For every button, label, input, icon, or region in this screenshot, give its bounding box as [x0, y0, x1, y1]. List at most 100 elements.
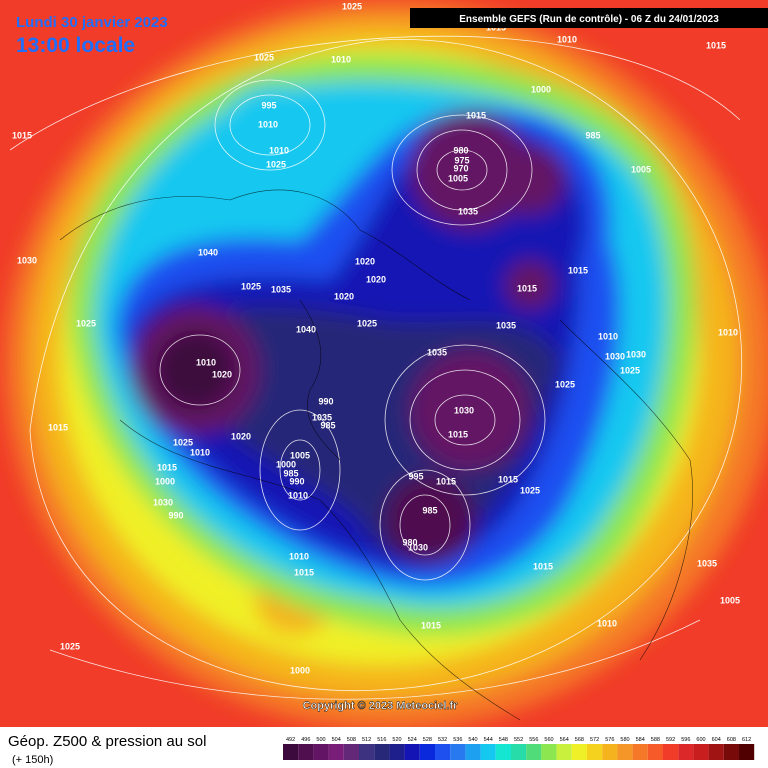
pressure-labels: 1025 1015 1010 1015 1025 1010 1000 995 1010 1015 1… — [12, 1, 740, 675]
pressure-label: 1025 — [620, 365, 640, 375]
legend-label: 496 — [301, 737, 310, 743]
pressure-label: 1015 — [436, 476, 456, 486]
legend-label: 540 — [468, 737, 477, 743]
pressure-label: 1000 — [276, 459, 296, 469]
local-time: 13:00 locale — [16, 34, 135, 57]
pressure-label: 1015 — [294, 567, 314, 577]
pressure-label: 1025 — [254, 52, 274, 62]
pressure-label: 1020 — [355, 256, 375, 266]
pressure-label: 1010 — [258, 119, 278, 129]
pressure-label: 1025 — [555, 379, 575, 389]
height-field — [5, 0, 768, 730]
legend-label: 568 — [575, 737, 584, 743]
legend-label: 492 — [286, 737, 295, 743]
pressure-label: 1025 — [266, 159, 286, 169]
legend-label: 548 — [499, 737, 508, 743]
pressure-label: 1025 — [520, 485, 540, 495]
legend-swatch — [571, 744, 587, 760]
pressure-label: 1030 — [153, 497, 173, 507]
pressure-label: 1015 — [706, 40, 726, 50]
pressure-label: 985 — [585, 130, 600, 140]
pressure-label: 1030 — [626, 349, 646, 359]
legend-swatch — [587, 744, 603, 760]
pressure-label: 985 — [320, 420, 335, 430]
pressure-label: 1010 — [597, 618, 617, 628]
legend-label: 596 — [681, 737, 690, 743]
pressure-label: 1000 — [531, 84, 551, 94]
date: Lundi 30 janvier 2023 — [16, 14, 168, 31]
pressure-label: 1020 — [366, 274, 386, 284]
pressure-label: 1015 — [466, 110, 486, 120]
pressure-label: 990 — [318, 396, 333, 406]
legend-label: 504 — [332, 737, 341, 743]
legend-label: 580 — [620, 737, 629, 743]
pressure-label: 985 — [422, 505, 437, 515]
pressure-label: 995 — [261, 100, 276, 110]
pressure-label: 1010 — [190, 447, 210, 457]
pressure-label: 1005 — [448, 173, 468, 183]
pressure-label: 1010 — [718, 327, 738, 337]
pressure-label: 1040 — [296, 324, 316, 334]
legend-label: 592 — [666, 737, 675, 743]
legend-label: 600 — [696, 737, 705, 743]
legend-label: 612 — [742, 737, 751, 743]
legend-label: 536 — [453, 737, 462, 743]
legend-swatch — [647, 744, 663, 760]
pressure-label: 1010 — [598, 331, 618, 341]
legend-swatch — [541, 744, 557, 760]
isobars — [9, 35, 742, 700]
legend-swatch — [389, 744, 405, 760]
product-title: Géop. Z500 & pression au sol — [8, 733, 206, 750]
legend-label: 500 — [316, 737, 325, 743]
pressure-label: 1035 — [271, 284, 291, 294]
legend-swatch — [435, 744, 451, 760]
legend-label: 584 — [636, 737, 645, 743]
legend-swatch — [556, 744, 572, 760]
pressure-label: 1020 — [231, 431, 251, 441]
pressure-label: 1010 — [331, 54, 351, 64]
pressure-label: 1030 — [454, 405, 474, 415]
pressure-label: 1030 — [17, 255, 37, 265]
pressure-label: 1015 — [568, 265, 588, 275]
legend-swatch — [374, 744, 390, 760]
legend-swatch — [328, 744, 344, 760]
legend-swatch — [298, 744, 314, 760]
pressure-label: 1035 — [697, 558, 717, 568]
legend-label: 516 — [377, 737, 386, 743]
legend-swatch — [632, 744, 648, 760]
pressure-label: 1025 — [76, 318, 96, 328]
legend-swatch — [419, 744, 435, 760]
pressure-label: 1030 — [605, 351, 625, 361]
pressure-label: 1020 — [334, 291, 354, 301]
pressure-label: 1015 — [157, 462, 177, 472]
pressure-label: 1025 — [342, 1, 362, 11]
pressure-label: 1010 — [289, 551, 309, 561]
pressure-label: 1030 — [408, 542, 428, 552]
legend-swatch — [450, 744, 466, 760]
legend-swatch — [465, 744, 481, 760]
legend-swatch — [480, 744, 496, 760]
pressure-label: 1035 — [496, 320, 516, 330]
legend-swatch — [723, 744, 739, 760]
legend-swatch — [404, 744, 420, 760]
legend-label: 528 — [423, 737, 432, 743]
legend-swatch — [283, 744, 299, 760]
legend-label: 520 — [392, 737, 401, 743]
pressure-label: 1010 — [557, 34, 577, 44]
pressure-label: 1000 — [290, 665, 310, 675]
legend-label: 532 — [438, 737, 447, 743]
pressure-label: 1035 — [458, 206, 478, 216]
legend-label: 572 — [590, 737, 599, 743]
pressure-label: 1015 — [517, 283, 537, 293]
pressure-label: 1025 — [60, 641, 80, 651]
pressure-label: 985 — [283, 468, 298, 478]
pressure-label: 1010 — [196, 357, 216, 367]
pressure-label: 1035 — [312, 412, 332, 422]
legend-label: 560 — [544, 737, 553, 743]
pressure-label: 1005 — [720, 595, 740, 605]
pressure-label: 1015 — [12, 130, 32, 140]
header-box — [410, 8, 768, 28]
legend-swatch — [663, 744, 679, 760]
